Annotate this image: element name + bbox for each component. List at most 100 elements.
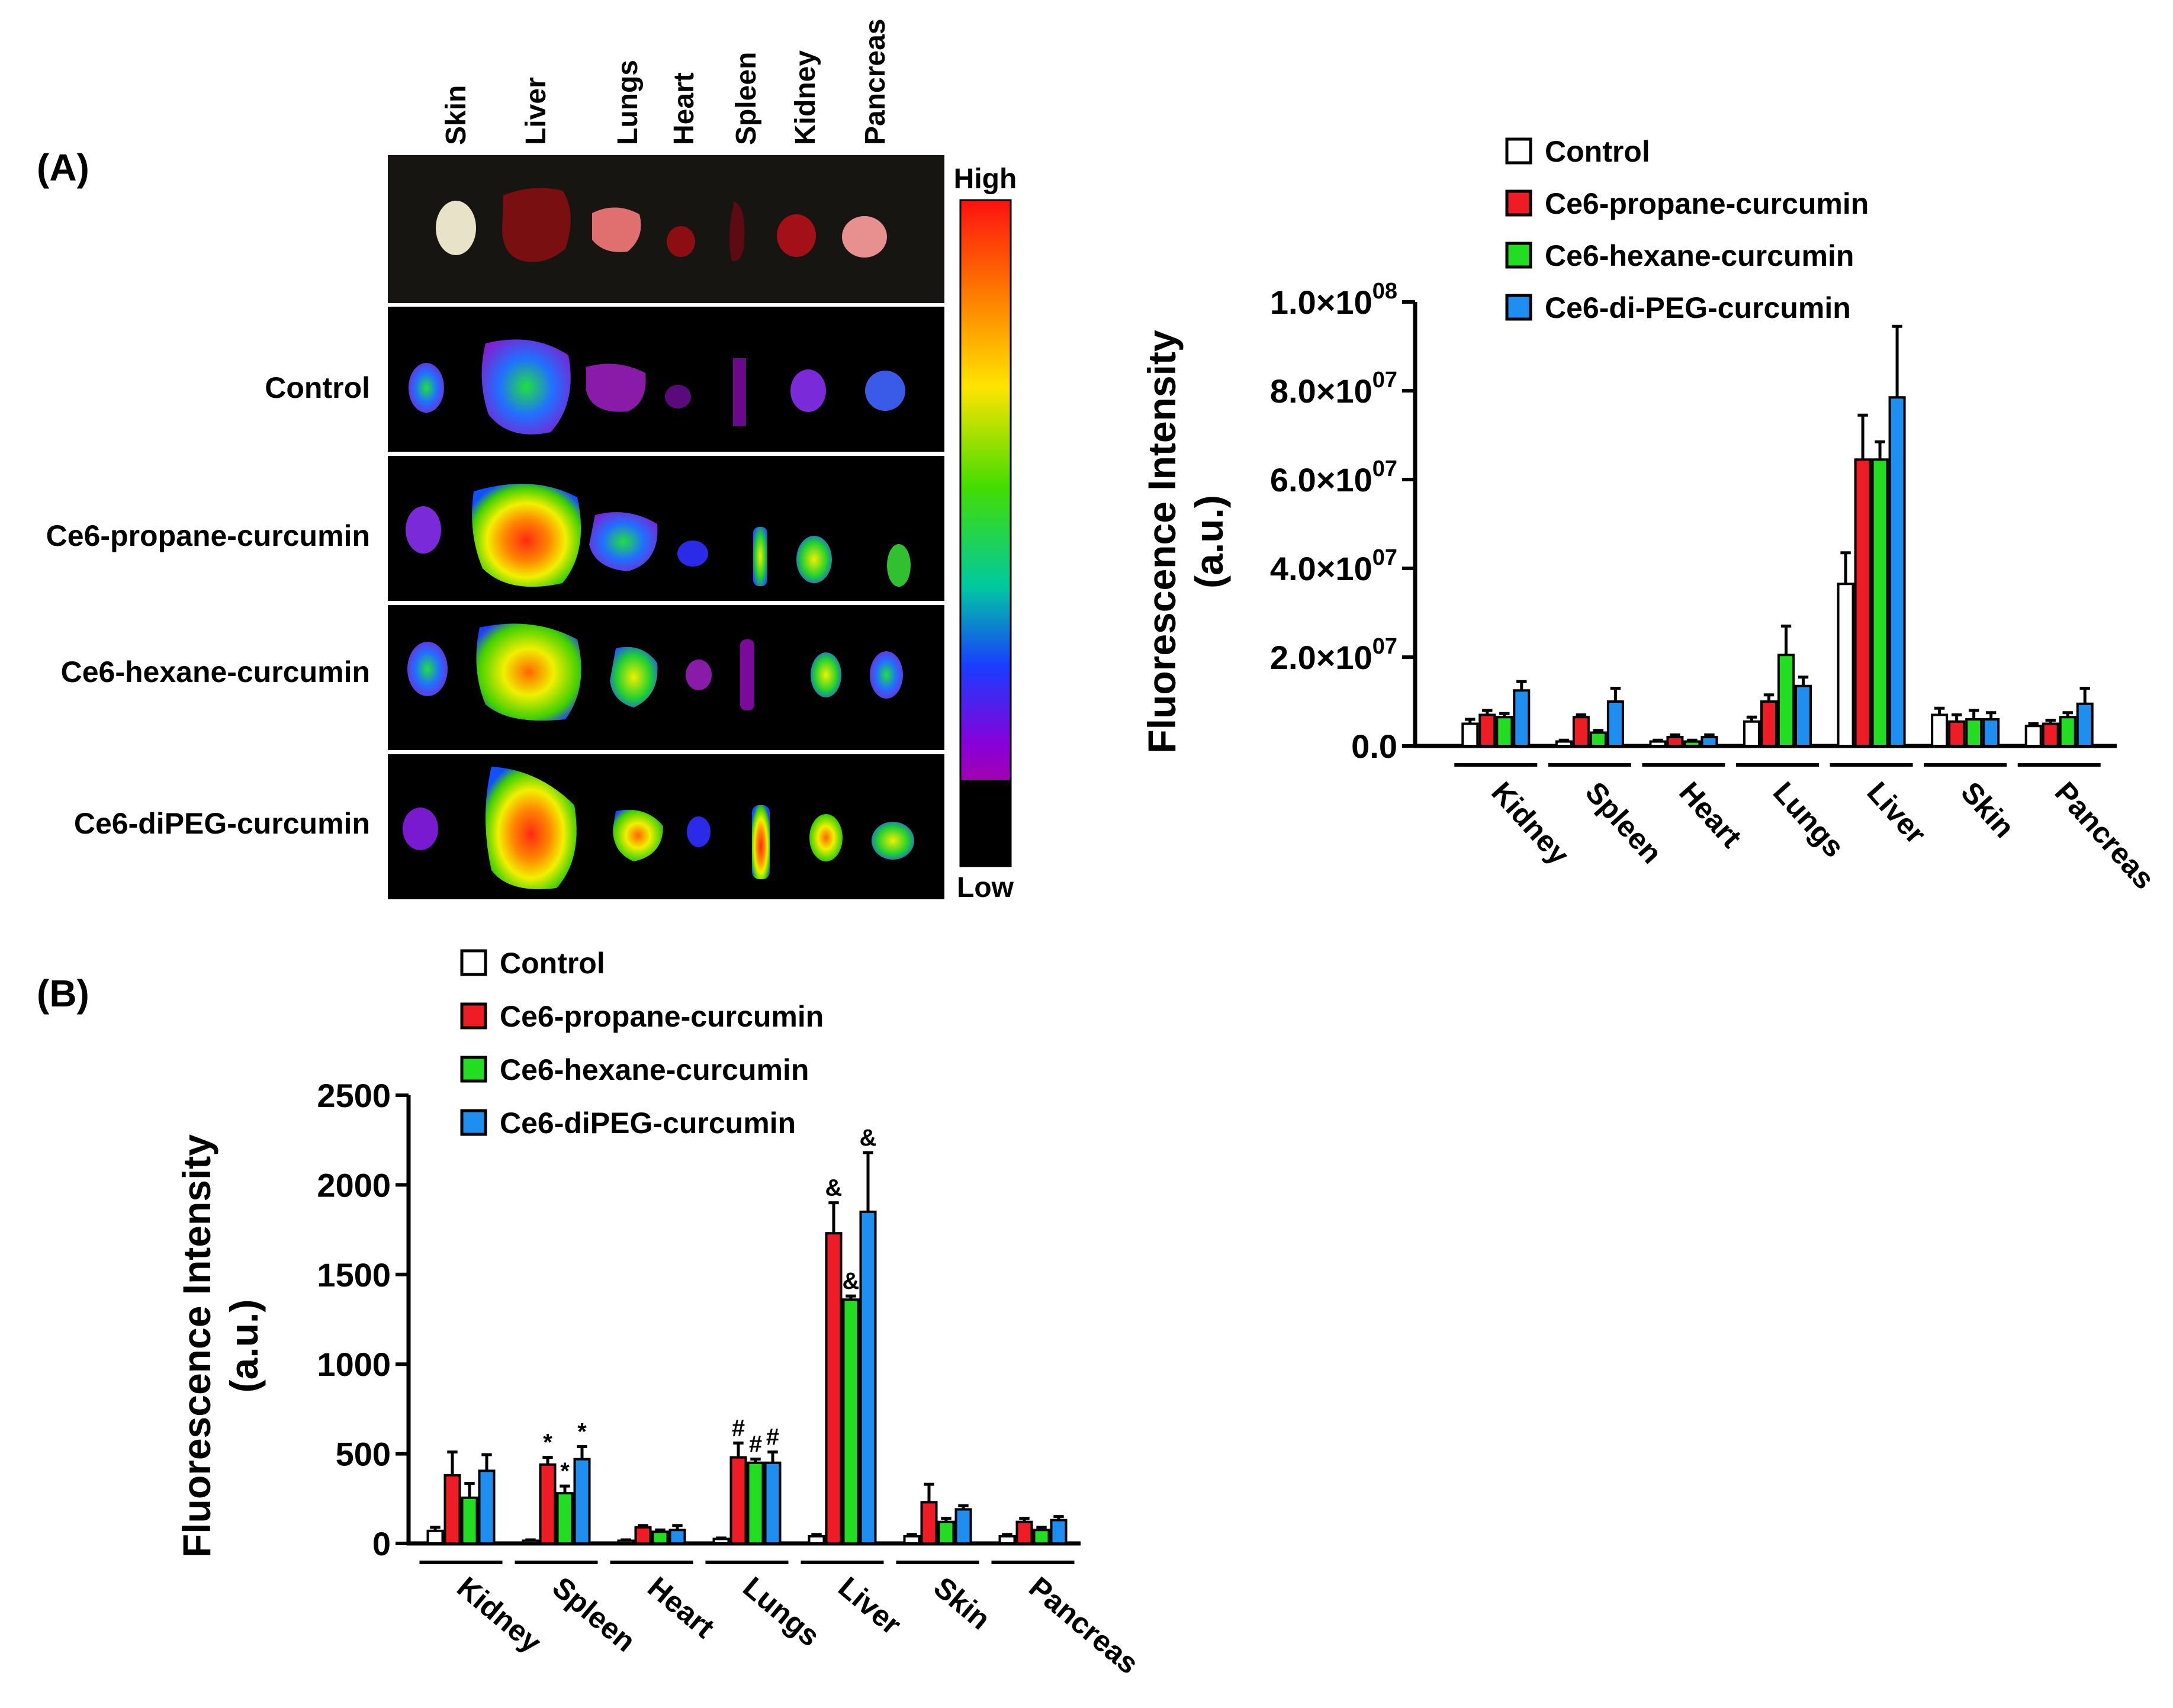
chart-b-fluorescence: 0 500 1000 1500 2000 2500 Fluorescence Intensi… [175, 947, 1145, 1680]
bar [539, 1463, 557, 1545]
bar [1965, 718, 1983, 747]
bar [1496, 716, 1513, 747]
bar [1666, 736, 1684, 747]
x-tick-label: Liver [832, 1571, 908, 1642]
bar [1683, 740, 1701, 747]
chart-a-fluorescence: 0.0 2.0×1007 4.0×1007 6.0×1007 8.0×1007 1.0×1… [1140, 135, 2161, 896]
organ-column-label: Pancreas [860, 19, 891, 146]
bar [1982, 718, 2000, 747]
x-tick-label: Pancreas [2049, 776, 2161, 896]
organ-column-label: Kidney [790, 50, 821, 145]
x-tick-label: Kidney [451, 1571, 548, 1659]
y-tick-label: 4.0×1007 [1270, 545, 1397, 587]
significance-marker: & [825, 1175, 843, 1201]
organ-column-label: Skin [441, 85, 472, 145]
bar [2024, 725, 2042, 747]
bar [1743, 720, 1760, 747]
bar [461, 1496, 478, 1545]
bar [1015, 1520, 1033, 1545]
organ-column-label: Lungs [612, 60, 644, 145]
legend-label: Ce6-hexane-curcumin [500, 1053, 809, 1086]
bar [747, 1461, 764, 1545]
panel-b-label: (B) [37, 972, 89, 1015]
bar [712, 1537, 730, 1545]
bar [998, 1535, 1016, 1545]
bar [1606, 700, 1624, 747]
bar [808, 1535, 825, 1545]
legend-label: Ce6-hexane-curcumin [1545, 239, 1854, 272]
y-tick-label: 2500 [317, 1077, 391, 1114]
significance-marker: # [766, 1424, 779, 1450]
legend-label: Control [1545, 135, 1650, 168]
bar [729, 1456, 747, 1545]
bar [2042, 722, 2059, 747]
propane-organs [406, 484, 911, 587]
treatment-row-label: Ce6-diPEG-curcumin [74, 807, 370, 840]
control-organs [409, 339, 905, 435]
bar [634, 1526, 652, 1545]
legend-label: Ce6-diPEG-curcumin [500, 1106, 796, 1140]
organ-column-label: Liver [520, 77, 552, 145]
bar [954, 1508, 972, 1545]
bar [903, 1535, 921, 1545]
legend-label: Ce6-propane-curcumin [500, 1000, 824, 1033]
bar [2076, 702, 2094, 747]
legend-swatch [1505, 242, 1532, 269]
y-tick-label: 1.0×1008 [1270, 279, 1397, 321]
propane-imaging-row [388, 456, 944, 601]
legend-label: Control [500, 947, 605, 980]
bar [1760, 700, 1777, 747]
intensity-color-scale [959, 199, 1012, 867]
legend-label: Ce6-di-PEG-curcumin [1545, 291, 1851, 324]
x-tick-label: Heart [1673, 776, 1748, 854]
bar [1931, 713, 1949, 747]
bar [859, 1210, 877, 1545]
photo-liver [502, 188, 571, 262]
photo-organs [436, 188, 887, 262]
y-axis-title-line1: Fluorescence Intensity [175, 1134, 218, 1558]
significance-marker: & [860, 1125, 877, 1151]
legend-swatch [460, 1109, 487, 1136]
y-tick-label: 500 [336, 1436, 391, 1473]
organ-imaging-panel: (A) Skin Liver Lungs Heart Spleen Kidney Pancr… [37, 19, 1017, 904]
x-tick-label: Kidney [1485, 776, 1576, 871]
bar [478, 1469, 496, 1545]
bar [1871, 458, 1889, 747]
bar [2059, 716, 2076, 747]
bar [1461, 722, 1479, 747]
x-tick-label: Skin [1955, 776, 2021, 844]
legend-label: Ce6-propane-curcumin [1545, 187, 1869, 220]
bar [1572, 716, 1590, 747]
hexane-imaging-row [388, 605, 944, 750]
significance-marker: # [749, 1432, 762, 1458]
scale-low-label: Low [957, 872, 1014, 903]
x-tick-label: Spleen [1579, 776, 1669, 870]
bar [1948, 720, 1966, 747]
y-tick-label: 6.0×1007 [1270, 456, 1397, 498]
bar [764, 1461, 782, 1545]
significance-marker: & [843, 1268, 860, 1294]
bar [1701, 736, 1718, 747]
x-tick-label: Pancreas [1023, 1571, 1145, 1681]
bar [1649, 740, 1667, 747]
x-tick-label: Heart [641, 1571, 721, 1645]
y-tick-label: 0.0 [1351, 728, 1397, 765]
panel-a-label: (A) [37, 146, 89, 189]
x-tick-label: Lungs [737, 1571, 826, 1653]
y-tick-label: 2.0×1007 [1270, 634, 1397, 676]
treatment-row-label: Control [265, 371, 370, 404]
bar [825, 1232, 843, 1545]
significance-marker: # [732, 1415, 745, 1441]
bar [1837, 583, 1854, 747]
treatment-row-labels: Control Ce6-propane-curcumin Ce6-hexane-cu… [46, 371, 370, 840]
treatment-row-label: Ce6-hexane-curcumin [61, 655, 370, 689]
bar [426, 1529, 444, 1545]
legend-swatch [1505, 294, 1532, 321]
bar [1795, 684, 1812, 747]
organ-column-label: Heart [668, 72, 700, 145]
bar [842, 1298, 860, 1545]
y-tick-label: 1000 [317, 1346, 391, 1383]
bar [1854, 458, 1872, 747]
photo-kidney [777, 214, 816, 257]
